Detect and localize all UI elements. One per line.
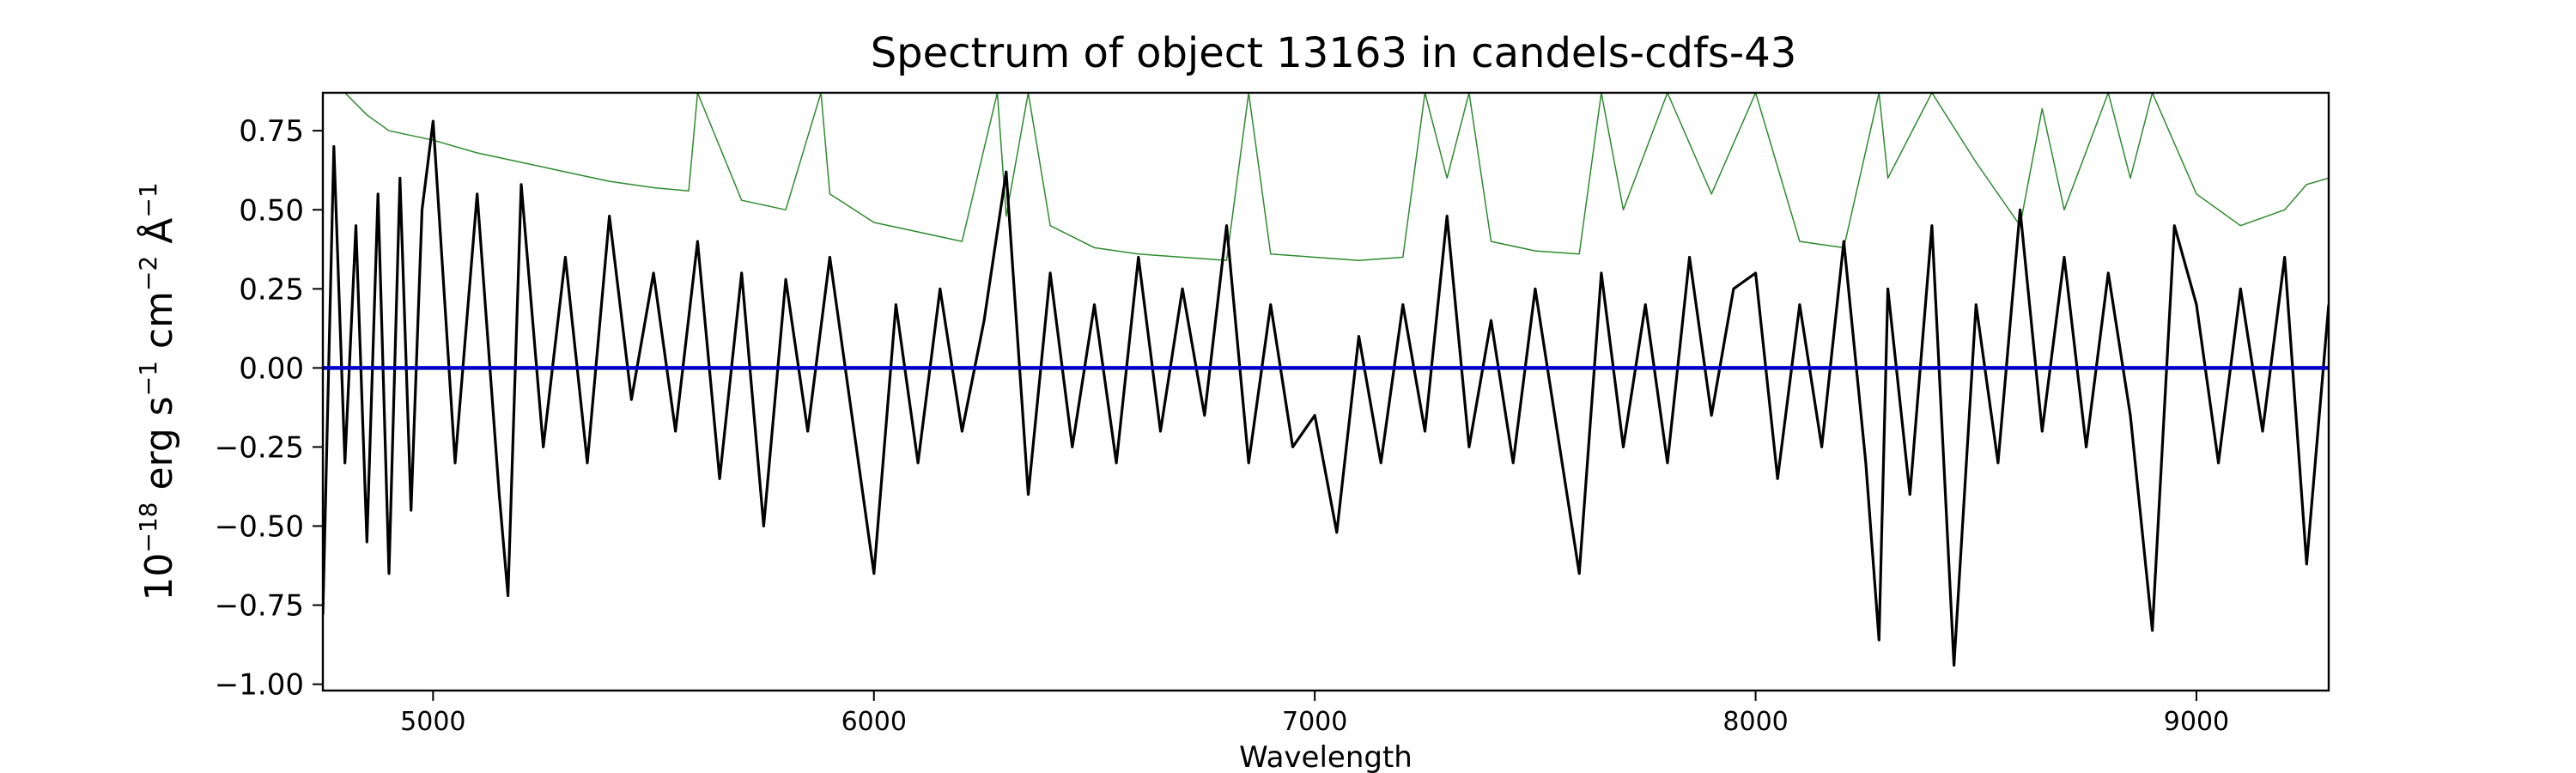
y-axis-label: 10−18 erg s−1 cm−2 Å−1 [134, 182, 181, 600]
x-tick-label: 9000 [2164, 707, 2229, 737]
y-tick-label: −0.50 [215, 510, 304, 545]
y-label-exp2: −1 [134, 361, 162, 396]
y-tick-label: −0.75 [215, 589, 304, 624]
y-tick-label: 0.75 [239, 114, 304, 149]
y-tick-label: 0.25 [239, 272, 304, 307]
y-label-cm: cm [137, 291, 181, 361]
y-tick-label: −0.25 [215, 430, 304, 465]
svg-text:10−18 erg s−1 cm−2 Å−1: 10−18 erg s−1 cm−2 Å−1 [134, 182, 181, 600]
flux-series-line [323, 119, 2329, 667]
y-tick-label: −1.00 [215, 668, 304, 703]
y-label-exp3: −2 [134, 256, 162, 291]
series-layer [323, 93, 2329, 667]
y-label-exp4: −1 [134, 182, 162, 217]
error-series-line [323, 93, 2329, 261]
y-label-erg: erg s [137, 396, 181, 502]
y-label-ang: Å [136, 218, 181, 256]
y-tick-label: 0.50 [239, 193, 304, 228]
y-axis: 0.75 0.50 0.25 0.00 −0.25 −0.50 −0.75 −1.00 [215, 114, 323, 703]
y-label-exp1: −18 [134, 502, 162, 553]
chart-title: Spectrum of object 13163 in candels-cdfs… [871, 29, 1797, 77]
x-tick-label: 8000 [1722, 707, 1788, 737]
y-label-base: 10 [137, 553, 181, 601]
x-tick-label: 5000 [400, 707, 465, 737]
plot-frame [321, 91, 2330, 692]
x-axis: 5000 6000 7000 8000 9000 [400, 691, 2229, 737]
y-tick-label: 0.00 [239, 351, 304, 386]
x-axis-label: Wavelength [1239, 740, 1413, 773]
x-tick-label: 7000 [1282, 707, 1347, 737]
x-tick-label: 6000 [841, 707, 907, 737]
